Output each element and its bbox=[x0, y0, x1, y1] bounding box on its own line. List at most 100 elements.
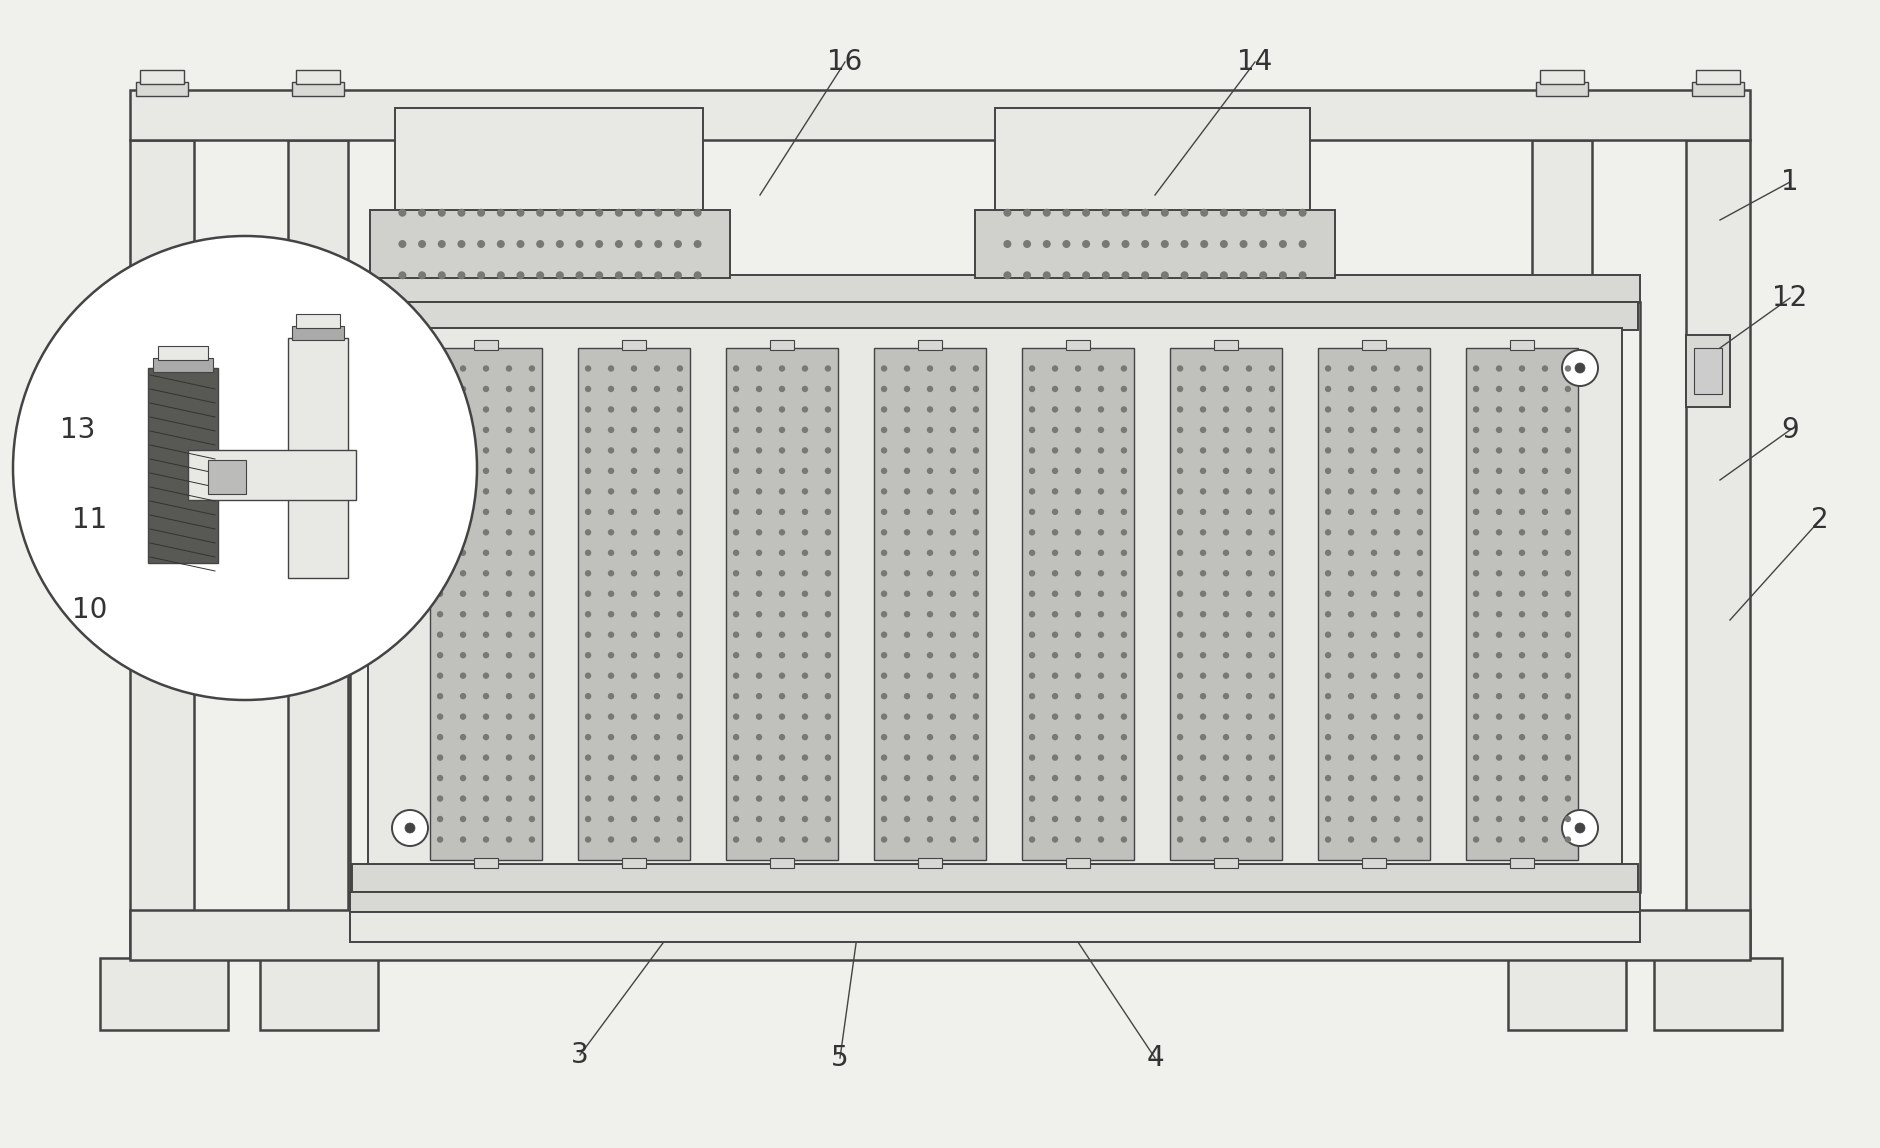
Bar bbox=[917, 858, 942, 868]
Circle shape bbox=[949, 467, 957, 474]
Circle shape bbox=[607, 488, 615, 495]
Bar bbox=[291, 326, 344, 340]
Bar bbox=[1694, 348, 1722, 394]
Circle shape bbox=[1075, 386, 1081, 393]
Circle shape bbox=[1199, 775, 1207, 782]
Circle shape bbox=[1028, 427, 1036, 433]
Circle shape bbox=[1051, 631, 1058, 638]
Circle shape bbox=[1519, 427, 1525, 433]
Circle shape bbox=[756, 837, 761, 843]
Circle shape bbox=[1542, 837, 1547, 843]
Circle shape bbox=[436, 590, 444, 597]
Circle shape bbox=[1519, 590, 1525, 597]
Circle shape bbox=[882, 734, 887, 740]
Circle shape bbox=[1222, 529, 1230, 535]
Circle shape bbox=[1472, 796, 1480, 801]
Circle shape bbox=[801, 488, 808, 495]
Circle shape bbox=[1496, 693, 1502, 699]
Circle shape bbox=[632, 734, 637, 740]
Circle shape bbox=[825, 816, 831, 822]
Circle shape bbox=[607, 837, 615, 843]
Circle shape bbox=[496, 240, 506, 248]
Circle shape bbox=[904, 713, 910, 720]
Circle shape bbox=[632, 673, 637, 678]
Circle shape bbox=[1393, 631, 1401, 638]
Circle shape bbox=[1075, 467, 1081, 474]
Circle shape bbox=[1496, 816, 1502, 822]
Circle shape bbox=[1519, 673, 1525, 678]
Circle shape bbox=[1051, 386, 1058, 393]
Circle shape bbox=[825, 754, 831, 761]
Circle shape bbox=[483, 754, 489, 761]
Circle shape bbox=[801, 590, 808, 597]
Circle shape bbox=[972, 448, 979, 453]
Circle shape bbox=[607, 754, 615, 761]
Circle shape bbox=[506, 734, 511, 740]
Circle shape bbox=[1564, 693, 1572, 699]
Circle shape bbox=[1299, 209, 1307, 217]
Circle shape bbox=[1222, 673, 1230, 678]
Circle shape bbox=[778, 571, 786, 576]
Circle shape bbox=[1028, 754, 1036, 761]
Circle shape bbox=[1199, 467, 1207, 474]
Circle shape bbox=[927, 406, 932, 412]
Circle shape bbox=[1160, 240, 1169, 248]
Circle shape bbox=[436, 652, 444, 659]
Circle shape bbox=[1418, 631, 1423, 638]
Circle shape bbox=[1246, 754, 1252, 761]
Circle shape bbox=[632, 754, 637, 761]
Circle shape bbox=[461, 488, 466, 495]
Circle shape bbox=[733, 754, 739, 761]
Circle shape bbox=[1220, 271, 1228, 279]
Circle shape bbox=[1199, 365, 1207, 372]
Circle shape bbox=[1519, 488, 1525, 495]
Circle shape bbox=[801, 693, 808, 699]
Circle shape bbox=[825, 529, 831, 535]
Circle shape bbox=[1393, 365, 1401, 372]
Circle shape bbox=[677, 693, 682, 699]
Circle shape bbox=[596, 271, 603, 279]
Circle shape bbox=[1083, 209, 1090, 217]
Bar bbox=[350, 276, 1639, 305]
Circle shape bbox=[585, 590, 592, 597]
Circle shape bbox=[801, 754, 808, 761]
Circle shape bbox=[756, 734, 761, 740]
Circle shape bbox=[1348, 631, 1354, 638]
Circle shape bbox=[1062, 271, 1070, 279]
Circle shape bbox=[1496, 427, 1502, 433]
Circle shape bbox=[585, 406, 592, 412]
Circle shape bbox=[1239, 209, 1248, 217]
Circle shape bbox=[1028, 467, 1036, 474]
Circle shape bbox=[1348, 509, 1354, 515]
Circle shape bbox=[496, 271, 506, 279]
Circle shape bbox=[1102, 209, 1109, 217]
Circle shape bbox=[801, 529, 808, 535]
Circle shape bbox=[904, 693, 910, 699]
Circle shape bbox=[949, 406, 957, 412]
Circle shape bbox=[1023, 271, 1030, 279]
Circle shape bbox=[1564, 631, 1572, 638]
Circle shape bbox=[927, 796, 932, 801]
Bar bbox=[690, 348, 726, 860]
Circle shape bbox=[461, 816, 466, 822]
Circle shape bbox=[825, 365, 831, 372]
Circle shape bbox=[1199, 448, 1207, 453]
Circle shape bbox=[1564, 571, 1572, 576]
Circle shape bbox=[927, 775, 932, 782]
Circle shape bbox=[1028, 796, 1036, 801]
Circle shape bbox=[1051, 365, 1058, 372]
Circle shape bbox=[778, 754, 786, 761]
Bar bbox=[1361, 340, 1386, 350]
Circle shape bbox=[654, 693, 660, 699]
Circle shape bbox=[1199, 406, 1207, 412]
Circle shape bbox=[1075, 837, 1081, 843]
Circle shape bbox=[1371, 529, 1378, 535]
Circle shape bbox=[1004, 240, 1011, 248]
Circle shape bbox=[1348, 754, 1354, 761]
Circle shape bbox=[677, 673, 682, 678]
Circle shape bbox=[1199, 816, 1207, 822]
Circle shape bbox=[1246, 386, 1252, 393]
Circle shape bbox=[927, 713, 932, 720]
Circle shape bbox=[1098, 816, 1104, 822]
Circle shape bbox=[1418, 448, 1423, 453]
